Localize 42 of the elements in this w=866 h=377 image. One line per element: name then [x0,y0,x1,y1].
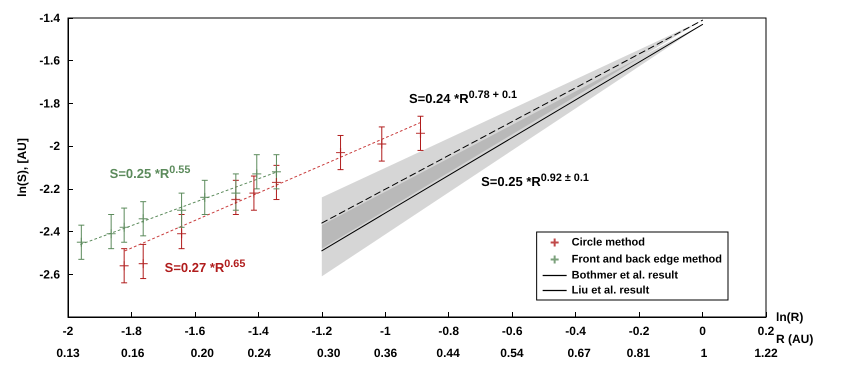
legend-label: Front and back edge method [572,254,722,266]
x-tick-label: -1 [380,324,391,338]
x2-tick-label: 0.30 [317,346,341,360]
y-tick-label: -2.4 [39,224,60,239]
y-tick-label: -2.6 [39,267,60,282]
x2-tick-label: 0.24 [247,346,272,360]
y-tick-label: -1.6 [39,54,60,68]
x2-tick-label: 0.36 [374,346,398,360]
legend-label: Bothmer et al. result [572,270,678,282]
annotation: S=0.25 *R$^{0.55}$ [110,162,190,182]
x-tick-label: -1.6 [184,324,206,338]
x-tick-label: 0 [699,324,706,338]
x2-tick-label: 1.22 [754,346,778,360]
x-tick-label: -0.2 [628,324,650,338]
x-tick-label: -1.2 [311,324,332,338]
annotation: S=0.25 *R$^{0.92 ± 0.1}$ [481,170,589,190]
x2-tick-label: 0.44 [436,346,460,360]
x2-tick-label: 0.54 [500,346,524,360]
x-axis-title: ln(R) [776,310,804,324]
x-tick-label: -0.6 [502,324,523,338]
x-tick-label: 0.2 [758,324,775,338]
x2-tick-label: 0.16 [121,346,145,360]
y-tick-label: -1.4 [39,11,60,25]
y-tick-label: -2 [49,139,60,154]
x2-axis-title: R (AU) [776,332,814,346]
x2-tick-label: 0.13 [56,346,80,360]
annotation: S=0.24 *R$^{0.78 + 0.1}$ [408,88,518,108]
x-tick-label: -0.4 [565,324,586,338]
y-tick-label: -2.2 [39,182,60,196]
x-tick-label: -1.4 [248,324,270,338]
x2-tick-label: 0.20 [190,346,214,360]
y-tick-label: -1.8 [39,96,60,110]
annotation: S=0.27 *R$^{0.65}$ [164,256,246,276]
x2-tick-label: 0.67 [567,346,592,360]
x2-tick-label: 1 [700,346,708,360]
legend-label: Liu et al. result [572,284,650,296]
x-tick-label: -0.8 [438,324,460,338]
x-tick-label: -1.8 [121,324,142,338]
x-tick-label: -2 [62,324,74,338]
x2-tick-label: 0.81 [626,346,650,360]
legend-label: Circle method [572,236,646,248]
y-axis-title: ln(S), [AU] [15,138,29,197]
